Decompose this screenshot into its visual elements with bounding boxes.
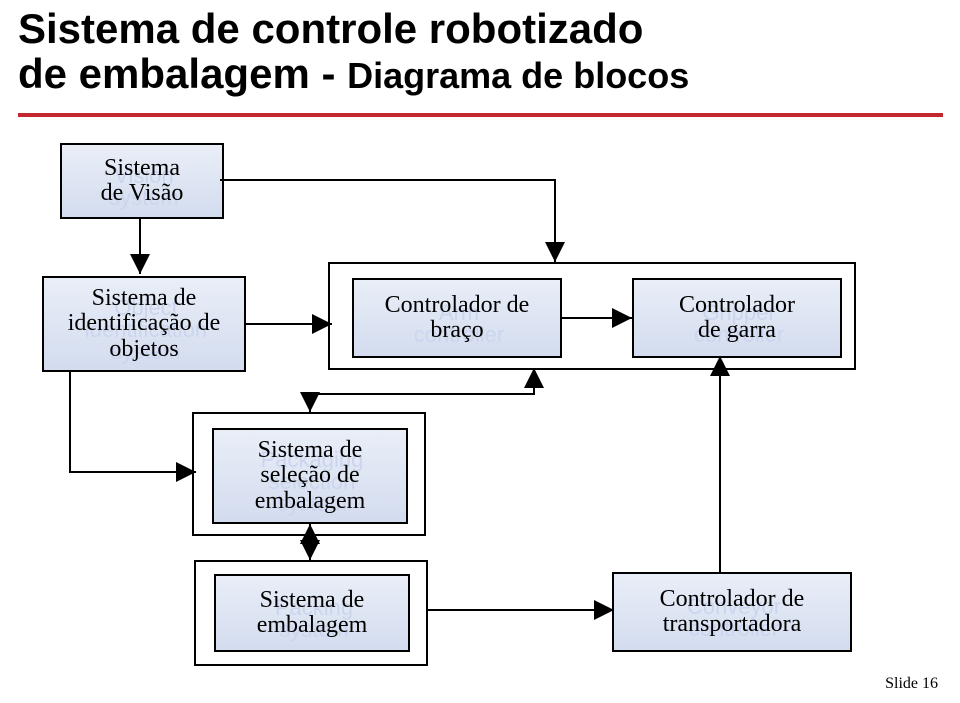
block-packing-system: PackingsystemSistema deembalagem [214,574,410,652]
title-line2-sub: Diagrama de blocos [347,55,689,96]
block-arm-controller: ArmcontrollerControlador debraço [352,278,562,358]
block-label: Sistema deembalagem [257,588,368,638]
arrow [70,370,196,472]
block-label: Sistema deidentificação deobjetos [68,286,221,362]
slide-title: Sistema de controle robotizado de embala… [18,6,689,97]
slide-number: Slide 16 [885,675,938,693]
title-line2-prefix: de embalagem - [18,50,347,97]
block-label: Sistemade Visão [101,156,184,206]
block-gripper-controller: GrippercontrollerControladorde garra [632,278,842,358]
block-label: Controlador detransportadora [660,587,805,637]
title-rule [18,113,943,117]
block-conveyor-controller: ConveyorcontrollerControlador detranspor… [612,572,852,652]
block-label: Controladorde garra [679,293,795,343]
block-packaging-selection: PackagingselectionsystemSistema deseleçã… [212,428,408,524]
title-line1: Sistema de controle robotizado [18,5,643,52]
arrow [220,180,555,262]
block-identification: ObjectidentificationsystemSistema deiden… [42,276,246,372]
block-vision: VisionsystemSistemade Visão [60,143,224,219]
block-label: Sistema deseleção deembalagem [255,438,366,514]
block-label: Controlador debraço [385,293,530,343]
arrow [310,368,534,412]
